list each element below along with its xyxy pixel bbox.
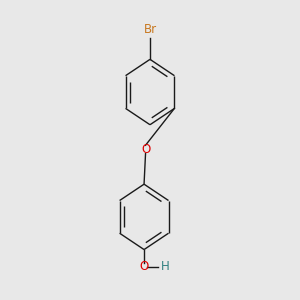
Text: Br: Br xyxy=(143,23,157,37)
Text: O: O xyxy=(140,260,149,273)
Text: H: H xyxy=(160,260,169,273)
Text: O: O xyxy=(141,143,150,156)
